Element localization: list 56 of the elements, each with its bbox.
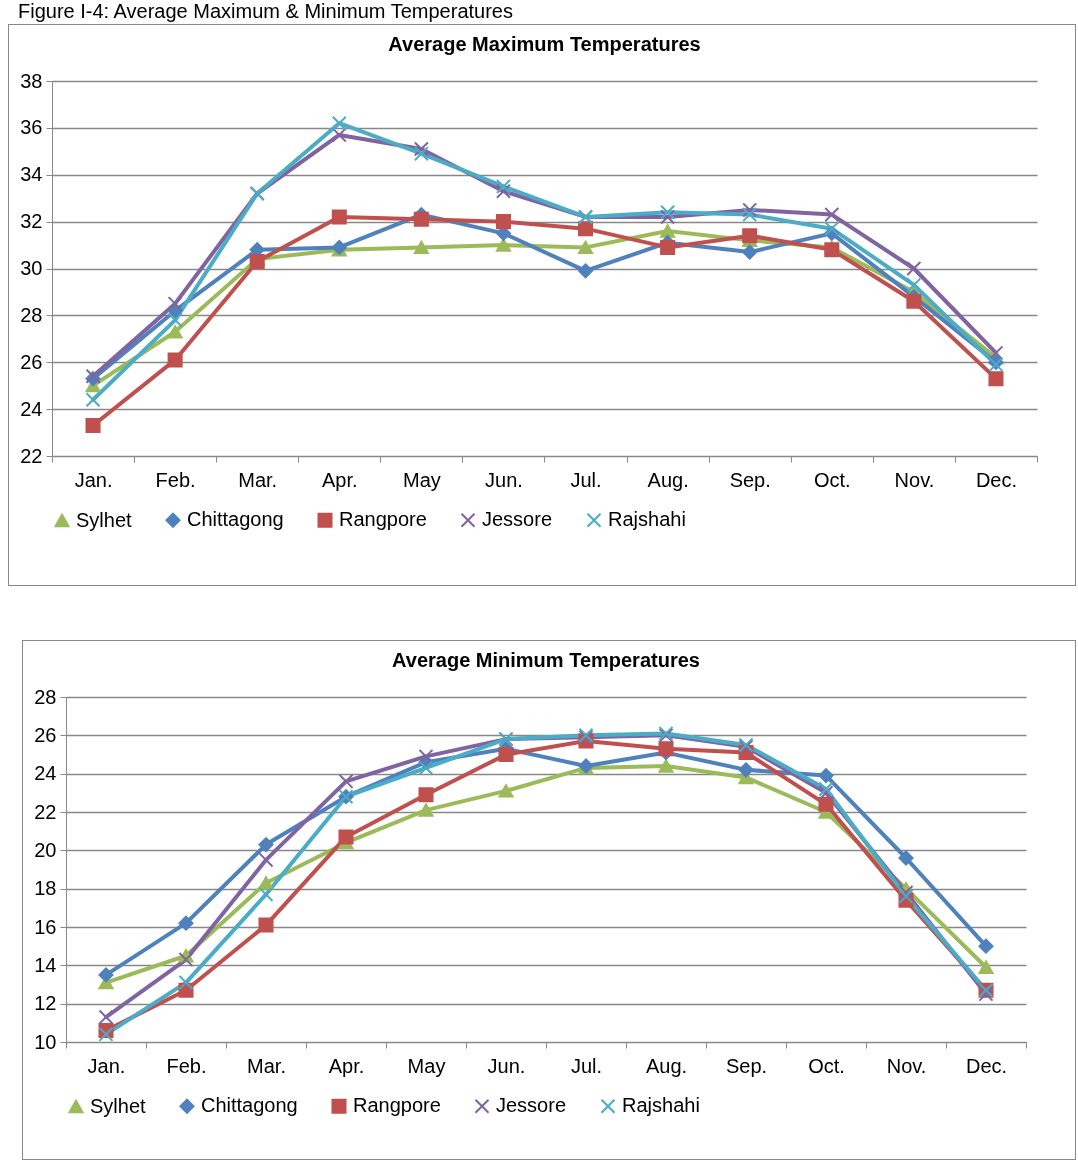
x-tick-label: Feb.: [155, 468, 196, 491]
x-tick-label: May: [407, 1054, 446, 1077]
y-tick-label: 16: [34, 915, 57, 938]
legend-label: Rajshahi: [622, 1094, 700, 1117]
x-tick-label: Jan.: [87, 1054, 126, 1077]
x-tick-label: Jan.: [74, 468, 113, 491]
x-tick-label: Jun.: [485, 468, 523, 491]
text: Figure I-4: Average Maximum & Minimum Temperatures: [18, 0, 513, 23]
x-tick-label: Nov.: [894, 468, 935, 491]
legend-label: Rajshahi: [608, 508, 686, 531]
y-tick-label: 22: [20, 444, 43, 467]
y-tick-label: 22: [34, 800, 57, 823]
y-tick-label: 32: [20, 210, 43, 233]
legend-label: Rangpore: [353, 1094, 441, 1117]
x-tick-label: Feb.: [166, 1054, 207, 1077]
x-tick-label: Dec.: [975, 468, 1018, 491]
x-tick-label: Dec.: [965, 1054, 1008, 1077]
chart-title: Average Maximum Temperatures: [388, 33, 701, 55]
x-tick-label: May: [402, 468, 441, 491]
y-tick-label: 18: [34, 877, 57, 900]
x-tick-label: Aug.: [645, 1054, 688, 1077]
y-tick-label: 38: [20, 69, 43, 92]
x-tick-label: Apr.: [322, 468, 358, 491]
legend-label: Jessore: [482, 508, 553, 531]
chart-title: Average Minimum Temperatures: [392, 649, 700, 671]
y-tick-label: 12: [34, 992, 57, 1015]
x-tick-label: Oct.: [813, 468, 851, 491]
legend-label: Chittagong: [201, 1094, 298, 1117]
y-tick-label: 20: [34, 838, 57, 861]
x-tick-label: Mar.: [238, 468, 278, 491]
y-tick-label: 34: [20, 163, 43, 186]
x-tick-label: Aug.: [647, 468, 689, 491]
x-tick-label: Sep.: [729, 468, 771, 491]
y-tick-label: 24: [34, 762, 57, 785]
y-tick-label: 24: [20, 397, 43, 420]
y-tick-label: 28: [20, 303, 43, 326]
y-tick-label: 36: [20, 116, 43, 139]
y-tick-label: 26: [34, 723, 57, 746]
x-tick-label: Nov.: [886, 1054, 927, 1077]
x-tick-label: Jul.: [570, 1054, 603, 1077]
x-tick-label: Sep.: [725, 1054, 768, 1077]
x-tick-label: Apr.: [328, 1054, 365, 1077]
legend-label: Jessore: [496, 1094, 567, 1117]
legend-label: Sylhet: [76, 508, 133, 531]
x-tick-label: Jul.: [570, 468, 602, 491]
y-tick-label: 28: [34, 685, 57, 708]
y-tick-label: 14: [34, 953, 57, 976]
y-tick-label: 30: [20, 257, 43, 279]
legend-label: Sylhet: [90, 1094, 147, 1117]
legend-label: Chittagong: [187, 508, 284, 531]
x-tick-label: Mar.: [247, 1054, 286, 1077]
x-tick-label: Oct.: [808, 1054, 845, 1077]
y-tick-label: 10: [34, 1030, 57, 1053]
legend-label: Rangpore: [339, 508, 427, 531]
x-tick-label: Jun.: [487, 1054, 526, 1077]
y-tick-label: 26: [20, 350, 43, 373]
